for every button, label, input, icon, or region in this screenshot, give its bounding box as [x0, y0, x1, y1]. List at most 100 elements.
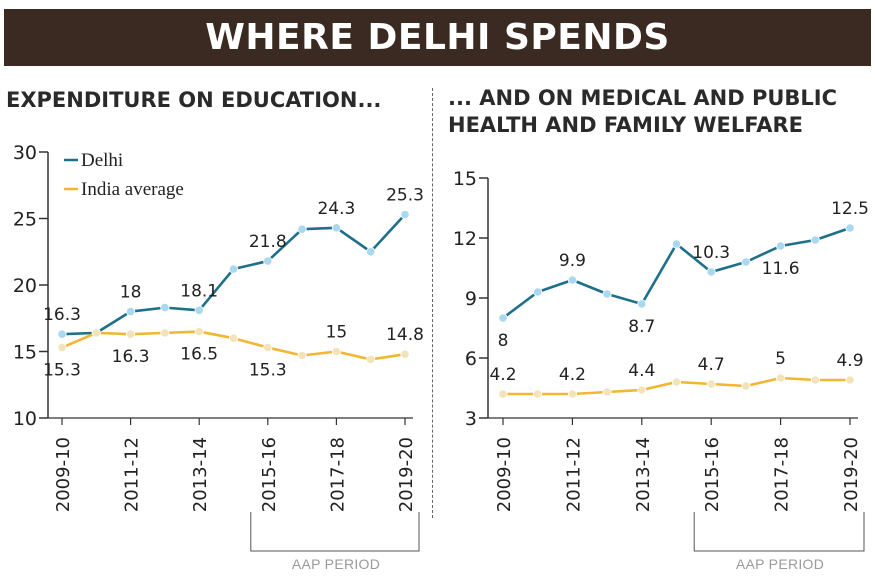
c1-y-tick-label: 3 — [465, 408, 477, 430]
c1-data-point-delhi — [810, 235, 820, 245]
c0-data-point-india — [57, 342, 67, 353]
c0-data-label: 25.3 — [386, 186, 424, 206]
c0-data-label: 14.8 — [386, 325, 424, 345]
c1-x-tick-label: 2011-12 — [563, 437, 584, 512]
title-banner: WHERE DELHI SPENDS — [4, 9, 871, 66]
c0-data-point-india — [160, 328, 170, 338]
c0-data-point-india — [263, 342, 273, 353]
c0-x-tick-label: 2019-20 — [396, 437, 417, 512]
c1-data-point-delhi — [706, 267, 716, 277]
c0-data-label: 24.3 — [317, 199, 355, 219]
c0-y-tick-label: 30 — [13, 142, 37, 164]
c1-aap-bracket — [693, 512, 865, 552]
c0-data-point-delhi — [228, 264, 239, 274]
c0-y-tick-label: 20 — [13, 275, 37, 297]
c1-y-tick-label: 15 — [453, 168, 477, 190]
c1-data-label: 4.7 — [698, 355, 725, 375]
c1-data-point-india — [498, 389, 508, 399]
c0-data-point-delhi — [194, 305, 204, 315]
c0-y-tick-label: 15 — [13, 342, 37, 364]
banner-title: WHERE DELHI SPENDS — [205, 17, 670, 58]
c1-data-label: 10.3 — [692, 243, 730, 263]
c1-data-label: 8 — [498, 331, 509, 351]
c0-data-point-delhi — [366, 247, 376, 257]
c1-data-point-india — [567, 389, 578, 399]
c0-x-tick-label: 2015-16 — [259, 437, 280, 512]
c1-data-label: 8.7 — [628, 317, 655, 337]
c0-data-point-delhi — [297, 224, 307, 234]
c1-data-label: 4.4 — [628, 361, 655, 381]
c0-data-point-delhi — [160, 303, 170, 313]
c0-data-label: 16.5 — [180, 345, 218, 365]
c1-x-tick-label: 2019-20 — [841, 437, 862, 512]
c1-data-point-india — [845, 375, 855, 385]
c1-data-point-india — [706, 379, 716, 389]
c0-data-label: 16.3 — [43, 305, 81, 325]
c0-data-point-delhi — [57, 329, 67, 339]
c0-data-point-india — [297, 350, 307, 361]
c0-x-tick-label: 2011-12 — [122, 437, 143, 512]
c1-data-point-delhi — [567, 275, 578, 285]
c0-y-tick-label: 10 — [13, 408, 37, 430]
c0-y-tick-label: 25 — [13, 209, 37, 231]
c1-data-label: 4.9 — [836, 351, 863, 371]
c1-y-tick-label: 12 — [453, 228, 477, 250]
c1-x-tick-label: 2015-16 — [702, 437, 723, 512]
c1-data-label: 11.6 — [762, 259, 800, 279]
c0-data-point-delhi — [400, 209, 410, 220]
c0-legend-label: India average — [81, 179, 184, 200]
panel-divider — [432, 88, 433, 518]
c0-data-label: 15.3 — [249, 361, 287, 381]
c1-data-label: 9.9 — [559, 251, 586, 271]
c1-data-label: 4.2 — [489, 365, 516, 385]
c0-data-point-india — [366, 354, 376, 365]
c0-data-label: 21.8 — [249, 232, 287, 252]
c0-data-point-india — [228, 333, 239, 343]
c0-aap-bracket — [250, 512, 420, 552]
c0-x-tick-label: 2013-14 — [190, 437, 211, 512]
c1-aap-period-label: AAP PERIOD — [736, 556, 824, 572]
c0-data-label: 18 — [120, 283, 142, 303]
c1-data-label: 12.5 — [831, 199, 869, 219]
c0-data-point-delhi — [263, 256, 273, 266]
c1-data-label: 5 — [775, 349, 786, 369]
c0-data-point-india — [331, 346, 341, 357]
c1-data-point-india — [671, 377, 682, 387]
c0-data-point-delhi — [126, 306, 136, 317]
c1-data-point-india — [533, 389, 543, 399]
c1-data-point-india — [741, 381, 751, 391]
c0-data-label: 18.1 — [180, 281, 218, 301]
c0-data-point-india — [126, 329, 136, 339]
c1-y-tick-label: 9 — [465, 288, 477, 310]
c1-x-tick-label: 2009-10 — [494, 437, 515, 512]
c0-data-label: 15 — [326, 323, 348, 343]
c0-data-label: 15.3 — [43, 361, 81, 381]
c1-data-point-delhi — [775, 241, 786, 251]
c0-x-tick-label: 2017-18 — [327, 437, 348, 512]
c1-y-tick-label: 6 — [465, 348, 477, 370]
c1-x-tick-label: 2017-18 — [772, 437, 793, 512]
c1-data-point-delhi — [741, 257, 751, 267]
c0-x-tick-label: 2009-10 — [53, 437, 74, 512]
c1-data-point-india — [775, 373, 786, 383]
c0-data-point-india — [400, 349, 410, 359]
c0-data-point-delhi — [331, 223, 341, 233]
c0-legend-label: Delhi — [81, 150, 123, 171]
c1-data-point-delhi — [845, 223, 855, 233]
c1-x-tick-label: 2013-14 — [633, 437, 654, 512]
c1-data-point-delhi — [602, 289, 612, 299]
c1-data-point-delhi — [671, 239, 682, 249]
c1-data-point-india — [602, 387, 612, 397]
c1-data-label: 4.2 — [559, 365, 586, 385]
c1-data-point-delhi — [533, 287, 543, 297]
c1-data-point-delhi — [498, 313, 508, 323]
c0-series-line-delhi — [61, 213, 406, 336]
right-chart-title: ... AND ON MEDICAL AND PUBLIC HEALTH AND… — [448, 86, 838, 137]
c1-data-point-india — [637, 385, 647, 395]
left-chart-title: EXPENDITURE ON EDUCATION... — [6, 88, 382, 112]
c1-data-point-india — [810, 375, 820, 385]
c1-data-point-delhi — [637, 299, 647, 309]
c0-aap-period-label: AAP PERIOD — [292, 556, 380, 572]
c0-data-point-india — [194, 326, 204, 337]
